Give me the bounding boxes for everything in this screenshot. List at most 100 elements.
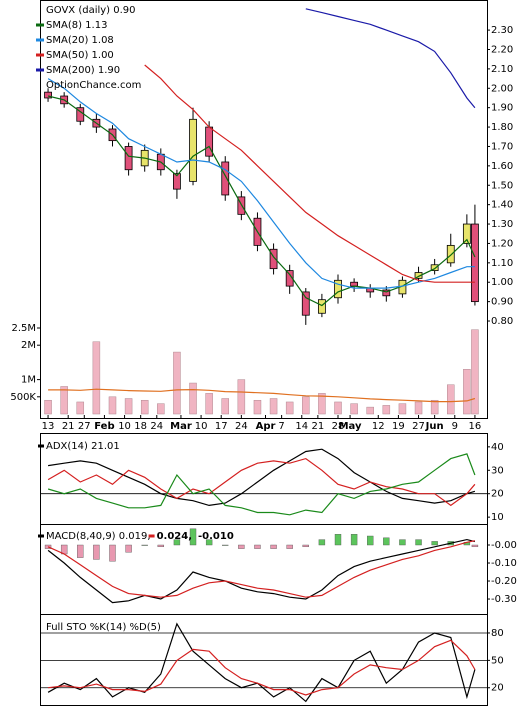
y-tick-label: 2.30 bbox=[491, 25, 513, 36]
y-tick-label: 2.00 bbox=[491, 83, 513, 94]
candle-body bbox=[462, 223, 471, 244]
x-tick-label: 21 bbox=[311, 421, 324, 432]
volume-bar bbox=[350, 403, 358, 415]
series-line bbox=[47, 457, 476, 507]
histogram-bar bbox=[415, 539, 422, 546]
volume-bar bbox=[124, 398, 133, 415]
candle-body bbox=[317, 299, 326, 314]
legend-label: SMA(20) 1.08 bbox=[46, 35, 114, 46]
y-tick-label: 1.60 bbox=[491, 161, 513, 172]
candle-body bbox=[285, 270, 294, 287]
y-tick-label: 20 bbox=[491, 683, 504, 694]
legend-label: ADX(14) 21.01 bbox=[46, 441, 120, 452]
volume-bar bbox=[157, 403, 165, 415]
y-tick-label: 2.20 bbox=[491, 44, 513, 55]
volume-bar bbox=[285, 401, 294, 415]
y-tick-label: -0.10 bbox=[491, 558, 517, 569]
volume-bar bbox=[108, 396, 117, 415]
series-line bbox=[47, 78, 475, 289]
y-tick-label: 10 bbox=[491, 512, 504, 523]
histogram-bar bbox=[350, 534, 358, 546]
y-tick-label: -0.30 bbox=[491, 594, 517, 605]
histogram-bar bbox=[77, 544, 84, 558]
x-tick-label: Mar bbox=[170, 421, 192, 432]
histogram-bar bbox=[222, 544, 229, 546]
volume-bar bbox=[366, 406, 374, 415]
candle-body bbox=[301, 291, 310, 316]
histogram-bar bbox=[238, 544, 245, 549]
y-tick-label: 2.5M bbox=[11, 323, 36, 334]
candle-body bbox=[173, 173, 181, 190]
candle-body bbox=[221, 161, 230, 196]
volume-bar bbox=[414, 401, 423, 415]
volume-bar bbox=[60, 386, 68, 415]
series-line bbox=[47, 622, 476, 703]
volume-bar bbox=[447, 384, 455, 415]
y-tick-label: 0.80 bbox=[491, 316, 513, 327]
candle-body bbox=[414, 272, 423, 279]
x-tick-label: 18 bbox=[134, 421, 147, 432]
y-tick-label: 2M bbox=[21, 340, 36, 351]
y-tick-label: 80 bbox=[491, 628, 504, 639]
x-tick-label: 10 bbox=[118, 421, 131, 432]
legend-label: SMA(8) 1.13 bbox=[46, 20, 107, 31]
histogram-bar bbox=[367, 535, 374, 546]
volume-bar bbox=[463, 369, 471, 415]
volume-bar bbox=[334, 401, 342, 415]
y-tick-label: 40 bbox=[491, 442, 504, 453]
legend-label: SMA(200) 1.90 bbox=[46, 65, 120, 76]
volume-bar bbox=[92, 341, 101, 415]
y-tick-label: 1.50 bbox=[491, 180, 513, 191]
volume-bar bbox=[76, 401, 85, 415]
histogram-bar bbox=[399, 539, 406, 546]
candle-body bbox=[430, 264, 439, 271]
x-tick-label: 9 bbox=[452, 421, 458, 432]
candle-body bbox=[269, 248, 278, 270]
volume-bar bbox=[237, 379, 246, 415]
watermark: OptionChance.com bbox=[46, 80, 141, 91]
histogram-bar bbox=[302, 544, 309, 548]
volume-bar bbox=[398, 403, 407, 415]
histogram-bar bbox=[44, 544, 52, 549]
x-tick-label: 13 bbox=[42, 421, 55, 432]
x-tick-label: 14 bbox=[295, 421, 308, 432]
x-tick-label: 28 bbox=[332, 421, 345, 432]
x-tick-label: Feb bbox=[94, 421, 114, 432]
x-tick-label: 19 bbox=[392, 421, 405, 432]
x-tick-label: 24 bbox=[150, 421, 163, 432]
x-tick-label: 21 bbox=[62, 421, 75, 432]
y-tick-label: 0.90 bbox=[491, 297, 513, 308]
series-line bbox=[47, 453, 476, 516]
volume-bar bbox=[173, 351, 181, 415]
candle-body bbox=[44, 91, 52, 99]
volume-bar bbox=[221, 398, 229, 415]
panel-title: Full STO %K(14) %D(5) bbox=[46, 622, 161, 633]
volume-bar bbox=[140, 399, 149, 415]
x-tick-label: 24 bbox=[235, 421, 248, 432]
legend-label: 0.024, bbox=[157, 531, 192, 542]
price-frame bbox=[40, 0, 488, 419]
y-tick-label: 2.10 bbox=[491, 64, 513, 75]
candle-body bbox=[382, 289, 391, 297]
x-tick-label: 12 bbox=[372, 421, 385, 432]
y-tick-label: 1.70 bbox=[491, 141, 513, 152]
histogram-bar bbox=[334, 534, 342, 546]
candle-body bbox=[189, 118, 197, 182]
legend-label: SMA(50) 1.00 bbox=[46, 50, 114, 61]
histogram-bar bbox=[270, 544, 277, 549]
series-line bbox=[305, 8, 476, 109]
y-tick-label: 500K bbox=[10, 392, 36, 403]
histogram-bar bbox=[157, 544, 165, 548]
series-line bbox=[47, 538, 476, 604]
volume-bar bbox=[382, 405, 391, 415]
histogram-bar bbox=[471, 544, 479, 548]
y-tick-label: -0.00 bbox=[491, 540, 517, 551]
series-line bbox=[47, 540, 476, 598]
y-tick-label: 1.90 bbox=[491, 103, 513, 114]
histogram-bar bbox=[93, 544, 100, 560]
x-tick-label: 16 bbox=[469, 421, 482, 432]
y-tick-label: 1.20 bbox=[491, 238, 513, 249]
candle-body bbox=[334, 279, 342, 299]
y-tick-label: 1.30 bbox=[491, 219, 513, 230]
